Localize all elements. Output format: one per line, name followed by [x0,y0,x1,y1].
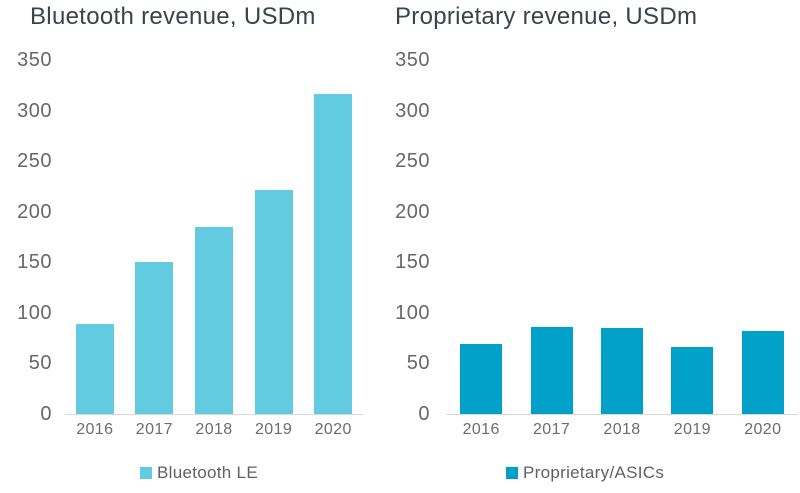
x-tick-label: 2017 [532,421,571,438]
bar-2019 [671,347,714,414]
bar-2020 [741,331,784,414]
y-tick-label: 300 [395,99,430,122]
y-tick-label: 0 [418,403,430,425]
x-axis-line [446,414,798,415]
y-tick-label: 350 [17,49,52,71]
y-tick-label: 150 [17,251,52,274]
x-tick-label: 2020 [314,421,352,438]
y-tick-label: 100 [395,301,430,324]
legend-swatch [140,467,152,479]
chart-bluetooth-revenue: Bluetooth revenue, USDm 0 50 100 150 200 250 3… [0,0,390,493]
chart-title: Proprietary revenue, USDm [395,3,698,30]
chart-proprietary-revenue: Proprietary revenue, USDm 0 50 100 150 200 25… [390,0,800,493]
x-tick-label: 2016 [462,421,500,438]
bar-2018 [601,328,643,414]
y-tick-label: 200 [395,200,430,223]
bar-2017 [530,327,573,414]
bar-2016 [75,323,114,414]
x-tick-label: 2018 [195,421,233,438]
bar-2019 [254,190,293,414]
y-tick-label: 100 [17,301,52,324]
x-axis-line [65,414,363,415]
y-tick-label: 150 [395,251,430,274]
x-tick-label: 2017 [135,421,173,438]
y-tick-label: 200 [17,200,52,223]
x-tick-label: 2019 [254,421,293,438]
legend: Bluetooth LE [140,463,258,483]
x-tick-label: 2018 [603,421,641,438]
y-tick-label: 250 [395,150,430,173]
x-tick-label: 2019 [673,421,711,438]
y-tick-label: 50 [406,352,430,375]
x-tick-label: 2020 [744,421,782,438]
y-tick-label: 250 [17,150,52,173]
chart-title: Bluetooth revenue, USDm [30,3,316,30]
bar-2017 [135,262,174,414]
bar-2018 [195,226,233,414]
y-tick-label: 50 [28,352,52,375]
y-tick-label: 350 [395,49,430,71]
x-tick-label: 2016 [76,421,114,438]
y-tick-label: 0 [40,403,52,425]
legend-swatch [506,467,518,479]
legend-label: Proprietary/ASICs [523,463,665,482]
y-tick-label: 300 [17,99,52,122]
bar-2020 [314,94,353,414]
bar-2016 [460,344,503,414]
legend: Proprietary/ASICs [506,463,664,483]
legend-label: Bluetooth LE [157,463,258,482]
